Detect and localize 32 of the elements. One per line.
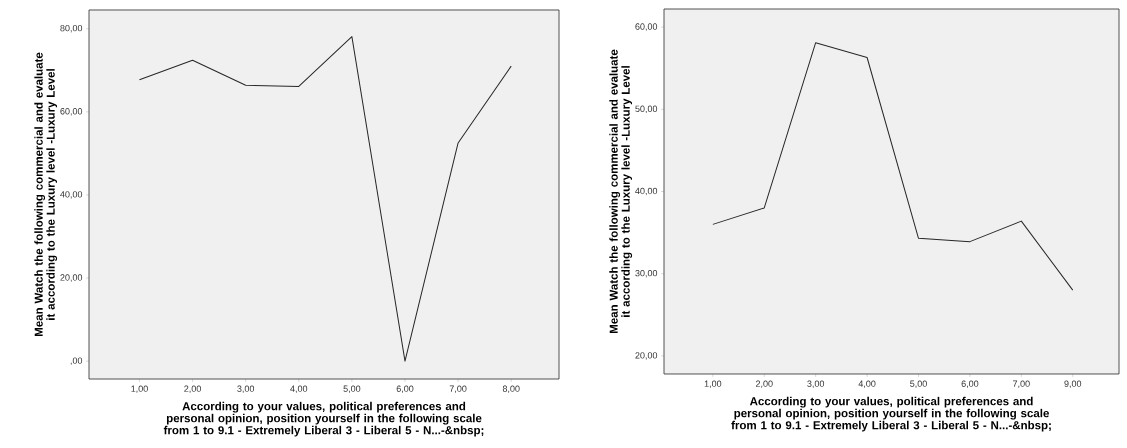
y-tick-label: 60,00 [635, 23, 658, 31]
y-tick-label: 60,00 [60, 108, 83, 116]
y-tick-label: 50,00 [635, 105, 658, 114]
y-tick-label: 80,00 [60, 24, 83, 33]
x-tick-label: 7,00 [449, 385, 467, 393]
x-tick-label: 9,00 [1064, 380, 1082, 388]
line-series [138, 36, 512, 362]
y-tick-label: 20,00 [635, 352, 658, 360]
x-tick-label: 6,00 [396, 385, 414, 393]
x-tick-label: 2,00 [755, 380, 773, 388]
y-tick-label: 30,00 [635, 269, 658, 278]
x-tick-label: 1,00 [704, 380, 722, 388]
y-axis-title: Mean Watch the following commercial and evaluate it according to the Luxury level -Luxury Level [34, 52, 58, 337]
x-tick-label: 3,00 [237, 385, 255, 393]
x-tick-label: 5,00 [910, 380, 927, 388]
y-tick-label: 40,00 [60, 191, 83, 199]
x-tick-label: 7,00 [1013, 380, 1030, 388]
x-tick-label: 5,00 [343, 385, 361, 393]
x-tick-label: 8,00 [502, 385, 520, 393]
x-tick-label: 1,00 [131, 385, 148, 393]
y-tick-label: 20,00 [60, 274, 83, 282]
line-series [712, 42, 1074, 291]
x-tick-label: 3,00 [807, 380, 825, 388]
y-tick-label: 40,00 [635, 187, 658, 196]
x-tick-label: 4,00 [290, 385, 308, 393]
x-tick-label: 2,00 [184, 385, 201, 393]
x-tick-label: 6,00 [961, 380, 979, 388]
x-axis-title: According to your values, political preferences and personal opinion, position yourself in the following scale from 1 to 9.1 - Extremely Liberal 3 - Liberal 5 - N...-&nbsp; [163, 401, 484, 437]
x-axis-title: According to your values, political preferences and personal opinion, position yourself in the following scale from 1 to 9.1 - Extremely Liberal 3 - Liberal 5 - N...-&nbsp; [731, 396, 1051, 432]
y-tick-label: ,00 [70, 357, 83, 365]
x-tick-label: 4,00 [858, 380, 876, 388]
y-axis-title: Mean Watch the following commercial and evaluate it according to the Luxury level -Luxury Level [609, 49, 633, 334]
